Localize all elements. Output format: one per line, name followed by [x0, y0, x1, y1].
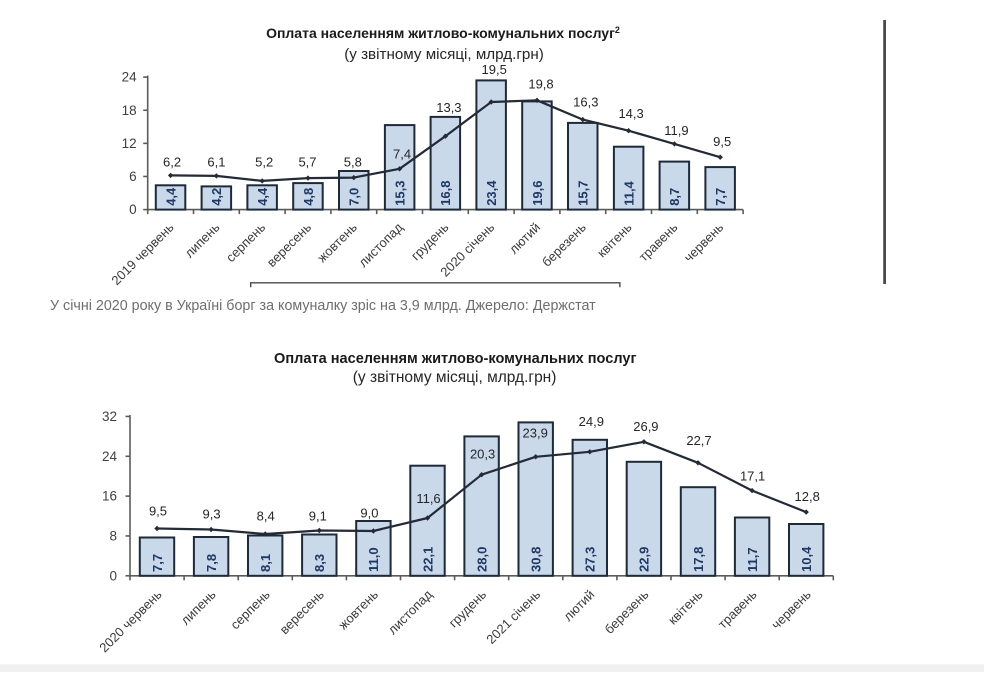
- svg-text:18: 18: [122, 103, 137, 118]
- svg-text:24: 24: [102, 449, 118, 464]
- svg-text:8,1: 8,1: [258, 554, 273, 572]
- svg-text:9,0: 9,0: [360, 506, 378, 521]
- svg-text:32: 32: [102, 409, 117, 424]
- svg-text:5,8: 5,8: [344, 155, 362, 170]
- svg-text:5,2: 5,2: [255, 155, 273, 170]
- svg-text:9,5: 9,5: [713, 134, 731, 149]
- svg-text:8: 8: [109, 529, 117, 544]
- svg-text:13,3: 13,3: [436, 100, 461, 115]
- svg-text:12,8: 12,8: [795, 489, 820, 504]
- svg-text:16,3: 16,3: [573, 95, 598, 110]
- svg-text:7,7: 7,7: [713, 188, 728, 206]
- svg-text:4,2: 4,2: [209, 188, 224, 206]
- svg-text:19,5: 19,5: [482, 62, 507, 77]
- svg-text:11,6: 11,6: [416, 491, 440, 506]
- svg-text:7,4: 7,4: [393, 147, 411, 162]
- svg-text:У січні 2020 року в Україні бо: У січні 2020 року в Україні борг за кому…: [50, 298, 596, 314]
- svg-text:10,4: 10,4: [799, 546, 814, 572]
- svg-text:11,9: 11,9: [664, 123, 688, 138]
- svg-text:15,3: 15,3: [392, 180, 407, 205]
- svg-text:17,8: 17,8: [691, 547, 706, 572]
- svg-text:0: 0: [129, 202, 137, 217]
- svg-text:12: 12: [122, 136, 137, 151]
- svg-text:30,8: 30,8: [529, 547, 544, 572]
- svg-text:19,6: 19,6: [530, 180, 545, 205]
- svg-text:Оплата населенням житлово-кому: Оплата населенням житлово-комунальних по…: [266, 25, 620, 41]
- svg-text:28,0: 28,0: [474, 547, 489, 572]
- svg-text:6,2: 6,2: [163, 155, 181, 170]
- svg-text:7,8: 7,8: [204, 554, 219, 572]
- svg-text:24,9: 24,9: [579, 414, 604, 429]
- svg-text:0: 0: [109, 568, 117, 583]
- svg-text:16,8: 16,8: [438, 180, 453, 205]
- svg-text:6: 6: [129, 169, 137, 184]
- svg-text:8,7: 8,7: [667, 188, 682, 206]
- svg-text:15,7: 15,7: [576, 180, 591, 205]
- svg-text:11,4: 11,4: [621, 180, 636, 205]
- svg-text:9,5: 9,5: [149, 504, 167, 519]
- svg-text:8,4: 8,4: [257, 509, 275, 524]
- svg-text:Оплата населенням житлово-кому: Оплата населенням житлово-комунальних по…: [274, 351, 637, 367]
- svg-text:24: 24: [122, 70, 138, 85]
- svg-text:7,0: 7,0: [347, 188, 362, 206]
- svg-text:4,8: 4,8: [301, 188, 316, 206]
- svg-text:9,1: 9,1: [309, 509, 327, 524]
- svg-text:23,4: 23,4: [484, 180, 499, 206]
- svg-text:6,1: 6,1: [207, 155, 225, 170]
- svg-text:(у звітному місяці, млрд.грн): (у звітному місяці, млрд.грн): [344, 46, 544, 63]
- svg-text:27,3: 27,3: [583, 547, 598, 572]
- svg-text:7,7: 7,7: [150, 554, 165, 572]
- svg-text:4,4: 4,4: [255, 187, 270, 206]
- svg-text:9,3: 9,3: [203, 507, 221, 522]
- svg-text:17,1: 17,1: [740, 469, 765, 484]
- svg-text:26,9: 26,9: [633, 419, 658, 434]
- svg-text:5,7: 5,7: [298, 155, 316, 170]
- svg-text:19,8: 19,8: [528, 77, 553, 92]
- svg-text:23,9: 23,9: [523, 426, 548, 441]
- svg-text:11,7: 11,7: [745, 547, 760, 572]
- svg-text:22,1: 22,1: [420, 547, 435, 572]
- svg-text:22,9: 22,9: [637, 547, 652, 572]
- svg-text:(у звітному місяці, млрд.грн): (у звітному місяці, млрд.грн): [353, 369, 557, 386]
- svg-text:4,4: 4,4: [163, 187, 178, 206]
- svg-text:8,3: 8,3: [312, 554, 327, 572]
- svg-text:22,7: 22,7: [686, 433, 711, 448]
- svg-text:14,3: 14,3: [618, 106, 643, 121]
- svg-text:20,3: 20,3: [470, 447, 495, 462]
- svg-text:16: 16: [102, 489, 117, 504]
- svg-text:11,0: 11,0: [366, 547, 381, 572]
